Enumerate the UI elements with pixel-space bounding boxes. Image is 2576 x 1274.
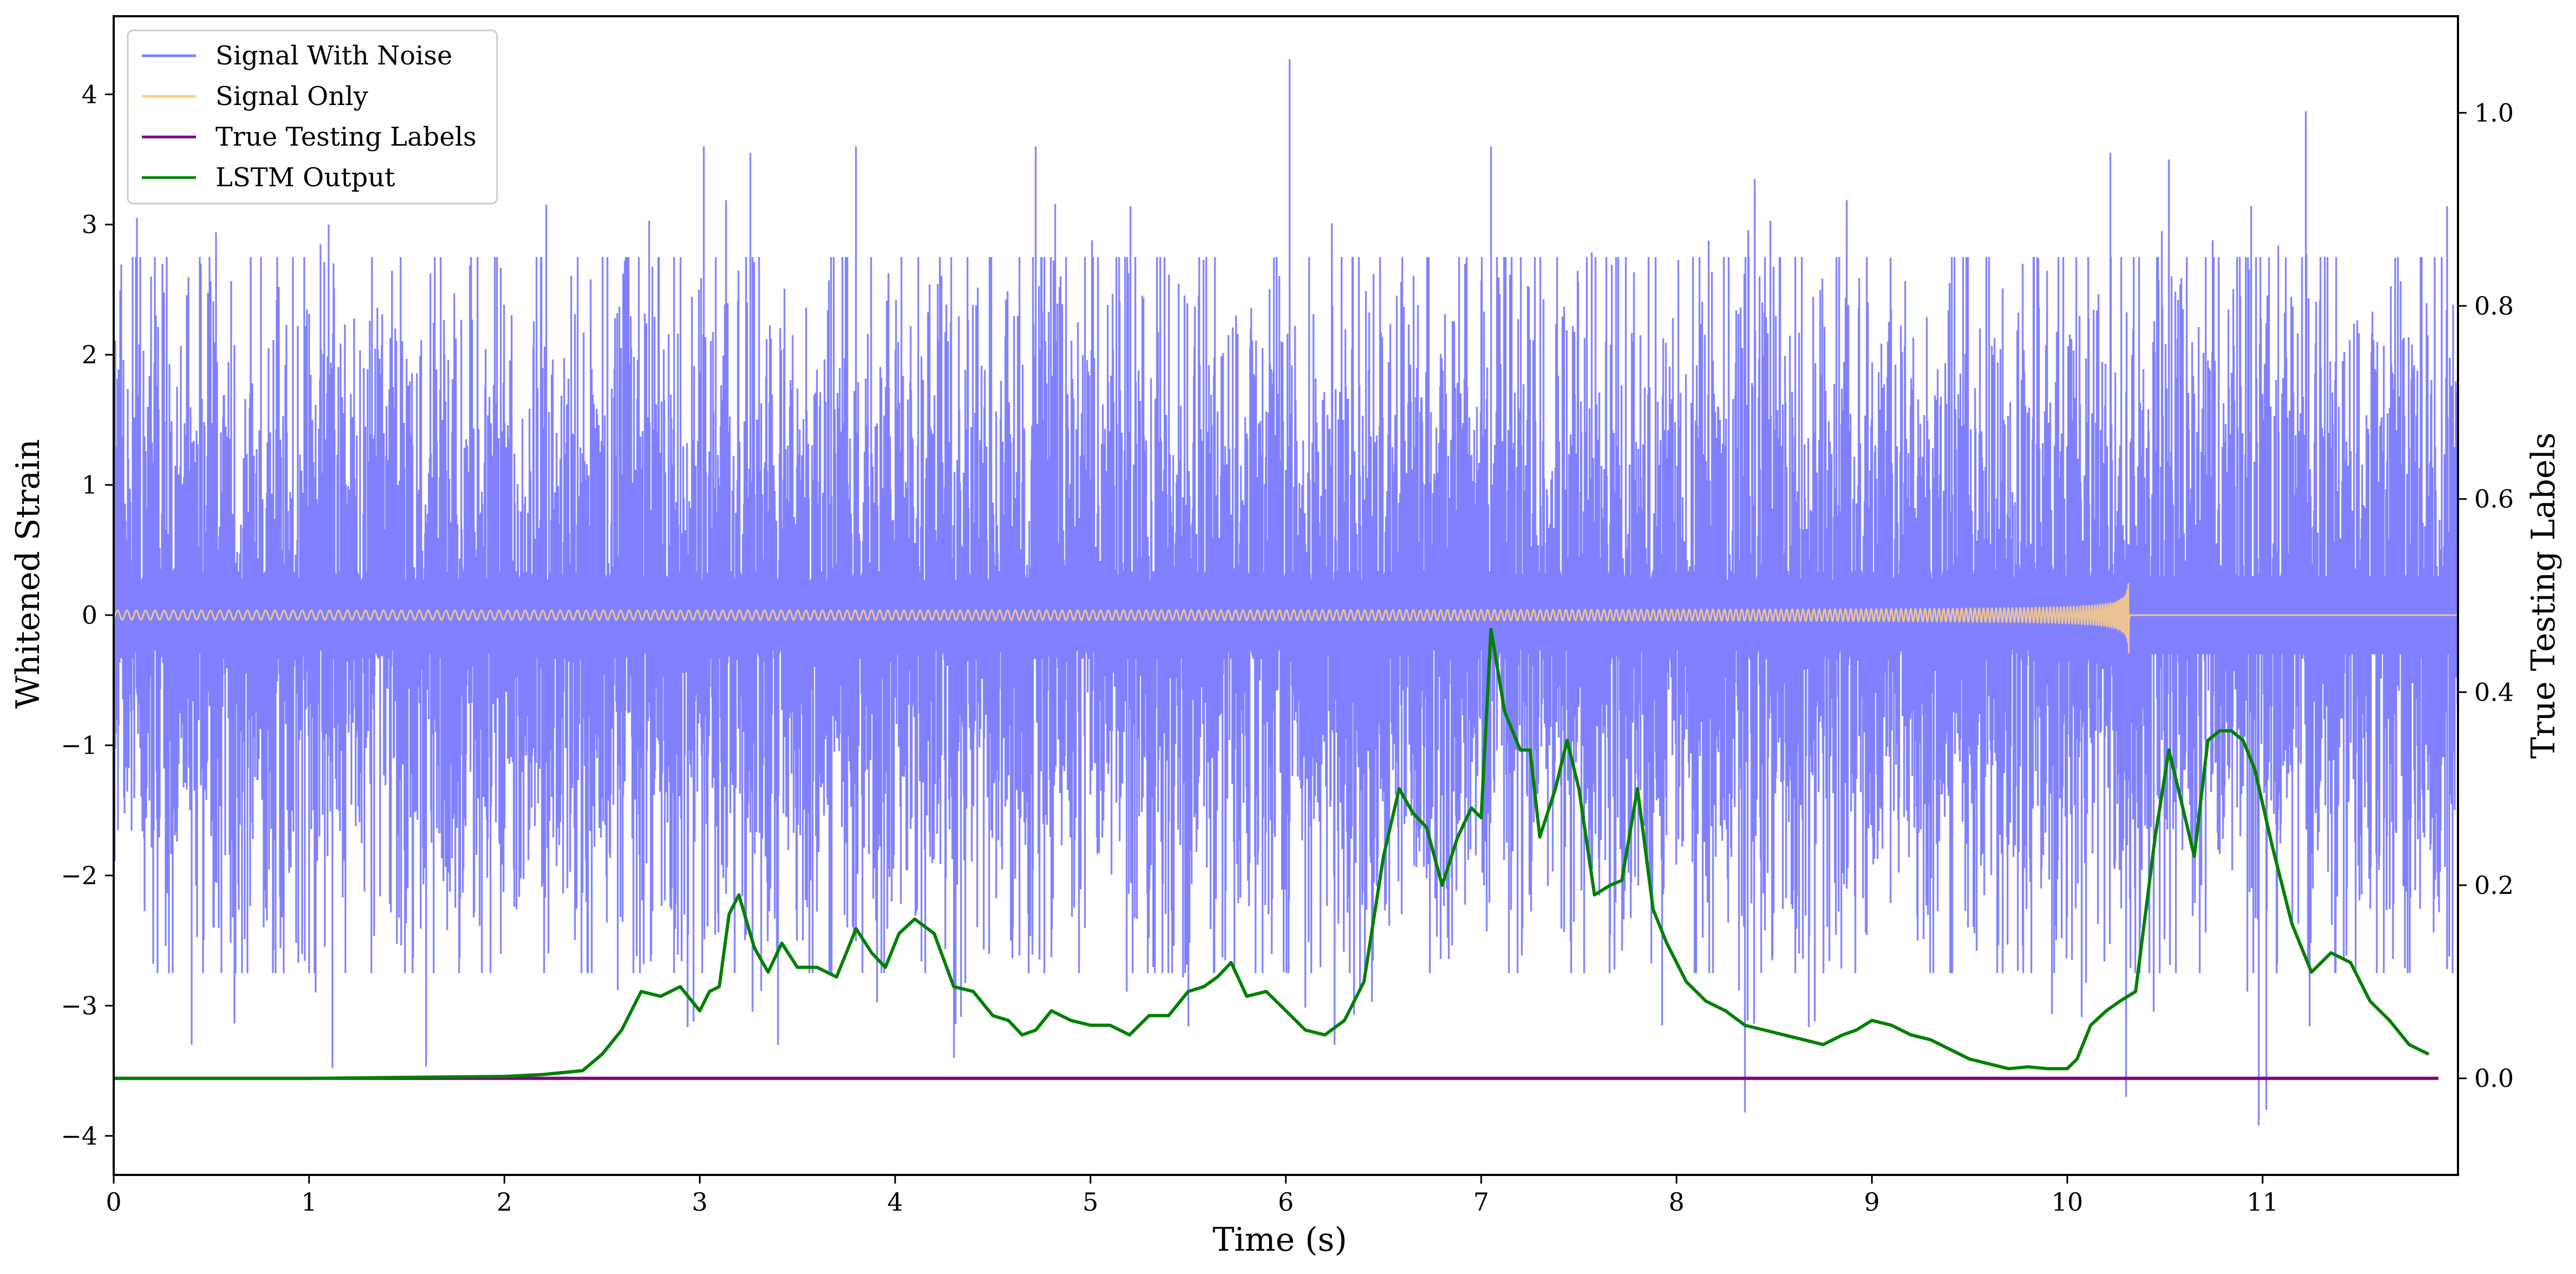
- legend-entry-true-testing-labels: True Testing Labels: [142, 122, 476, 152]
- y-left-tick-label: −3: [61, 991, 97, 1020]
- x-tick-label: 1: [301, 1187, 317, 1217]
- series-line-signal-only: [114, 583, 2458, 654]
- y-left-tick-label: −4: [61, 1121, 97, 1151]
- legend-label-true-testing-labels: True Testing Labels: [215, 122, 476, 152]
- y-axis-right-title: True Testing Labels: [2525, 433, 2562, 759]
- y-axis-right: 1.0 0.8 0.6 0.4 0.2 0.0: [2458, 98, 2514, 1093]
- x-tick-label: 9: [1864, 1187, 1880, 1217]
- y-right-tick-label: 0.8: [2474, 291, 2514, 321]
- y-axis-left: 4 3 2 1 0 −1 −2 −3 −4: [61, 80, 114, 1151]
- plot-area: [114, 59, 2458, 1126]
- y-right-tick-label: 0.2: [2474, 871, 2514, 900]
- legend-label-lstm-output: LSTM Output: [215, 162, 395, 193]
- y-right-tick-label: 1.0: [2474, 98, 2514, 127]
- x-tick-label: 8: [1669, 1187, 1684, 1217]
- y-right-tick-label: 0.4: [2474, 677, 2514, 707]
- y-right-tick-label: 0.6: [2474, 485, 2514, 514]
- legend-box: [127, 29, 498, 205]
- y-axis-left-title: Whitened Strain: [9, 439, 47, 709]
- x-tick-label: 2: [496, 1187, 512, 1217]
- y-left-tick-label: 3: [82, 210, 97, 239]
- legend-label-signal-only: Signal Only: [215, 81, 368, 112]
- legend: Signal With Noise Signal Only True Testi…: [127, 29, 498, 205]
- x-tick-label: 6: [1278, 1187, 1293, 1217]
- legend-entry-signal-only: Signal Only: [142, 81, 368, 112]
- y-left-tick-label: −1: [61, 731, 97, 760]
- x-tick-label: 5: [1083, 1187, 1099, 1217]
- x-axis-title: Time (s): [1213, 1221, 1347, 1259]
- y-left-tick-label: 1: [82, 471, 97, 500]
- legend-label-signal-with-noise: Signal With Noise: [215, 41, 453, 71]
- legend-entry-signal-with-noise: Signal With Noise: [142, 41, 453, 71]
- x-axis: 0 1 2 3 4 5 6 7 8 9 10 11: [106, 1175, 2278, 1217]
- y-left-tick-label: −2: [61, 861, 97, 890]
- x-tick-label: 11: [2247, 1187, 2279, 1217]
- x-tick-label: 0: [106, 1187, 121, 1217]
- x-tick-label: 7: [1473, 1187, 1489, 1217]
- y-left-tick-label: 0: [82, 600, 97, 630]
- legend-entry-lstm-output: LSTM Output: [142, 162, 395, 193]
- x-tick-label: 3: [692, 1187, 708, 1217]
- x-tick-label: 4: [887, 1187, 903, 1217]
- series-line-lstm-output: [114, 628, 2430, 1080]
- y-left-tick-label: 2: [82, 340, 97, 369]
- y-right-tick-label: 0.0: [2474, 1064, 2514, 1093]
- y-left-tick-label: 4: [82, 80, 97, 109]
- x-tick-label: 10: [2051, 1187, 2083, 1217]
